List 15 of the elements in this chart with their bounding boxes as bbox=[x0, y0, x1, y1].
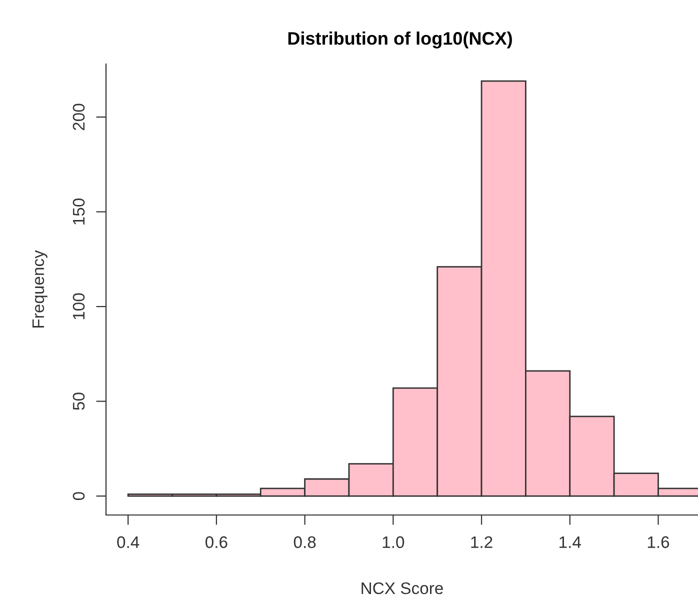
x-tick-label: 1.2 bbox=[471, 536, 492, 548]
y-tick-label: 150 bbox=[72, 198, 85, 224]
chart-title: Distribution of log10(NCX) bbox=[288, 32, 512, 48]
x-tick-label: 1.0 bbox=[382, 536, 404, 548]
y-tick-label: 100 bbox=[72, 293, 85, 320]
y-tick-label: 50 bbox=[72, 392, 85, 410]
x-tick-label: 0.8 bbox=[294, 536, 316, 548]
x-axis-title: NCX Score bbox=[362, 582, 443, 594]
y-axis-title: Frequency bbox=[32, 250, 48, 328]
x-tick-label: 1.6 bbox=[648, 536, 670, 548]
y-tick-label: 200 bbox=[72, 104, 85, 130]
x-tick-label: 1.4 bbox=[560, 536, 581, 548]
x-tick-label: 0.6 bbox=[206, 536, 228, 548]
x-tick-label: 0.4 bbox=[117, 536, 140, 548]
y-tick-label: 0 bbox=[72, 492, 85, 500]
